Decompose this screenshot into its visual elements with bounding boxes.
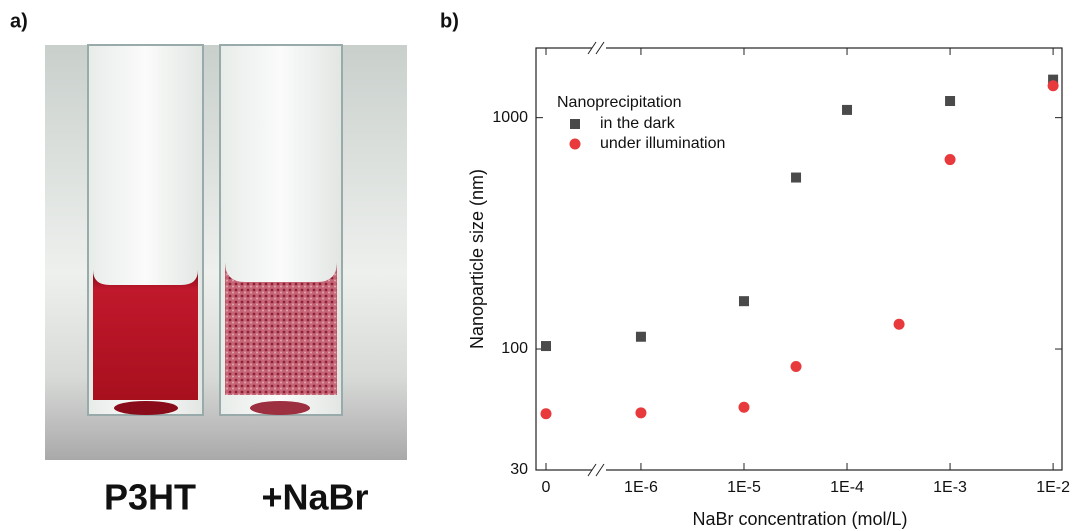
legend-label: under illumination	[600, 135, 725, 152]
legend-marker	[570, 119, 580, 129]
legend-marker	[569, 138, 581, 150]
x-tick-label: 0	[542, 479, 551, 496]
data-point	[540, 408, 552, 420]
plot-frame	[535, 47, 1063, 471]
x-tick-label: 1E-5	[727, 479, 761, 496]
x-tick-label: 1E-3	[933, 479, 967, 496]
data-point	[635, 331, 646, 342]
data-point	[1048, 74, 1059, 85]
data-point	[738, 401, 750, 413]
caption: P3HT	[104, 477, 196, 518]
caption: +NaBr	[261, 477, 368, 518]
data-point	[791, 172, 802, 183]
data-point	[790, 361, 802, 373]
x-axis-label: NaBr concentration (mol/L)	[692, 509, 907, 529]
y-tick-label: 1000	[492, 109, 528, 126]
data-point	[1047, 80, 1059, 92]
data-point	[945, 96, 956, 107]
data-point	[842, 104, 853, 115]
y-tick-label: 30	[510, 461, 528, 478]
legend-label: in the dark	[600, 115, 676, 132]
data-point	[541, 341, 551, 352]
y-axis-label: Nanoparticle size (nm)	[467, 169, 487, 349]
x-tick-label: 1E-2	[1036, 479, 1070, 496]
legend-title: Nanoprecipitation	[557, 94, 682, 111]
panel-label: b)	[440, 10, 459, 32]
data-point	[893, 318, 905, 330]
photo	[45, 44, 407, 460]
data-point	[944, 154, 956, 166]
x-tick-label: 1E-4	[830, 479, 864, 496]
panel-label: a)	[10, 10, 28, 32]
data-point	[635, 407, 647, 419]
y-tick-label: 100	[501, 340, 528, 357]
x-tick-label: 1E-6	[624, 479, 658, 496]
data-point	[738, 296, 749, 307]
axis-break	[587, 41, 606, 477]
